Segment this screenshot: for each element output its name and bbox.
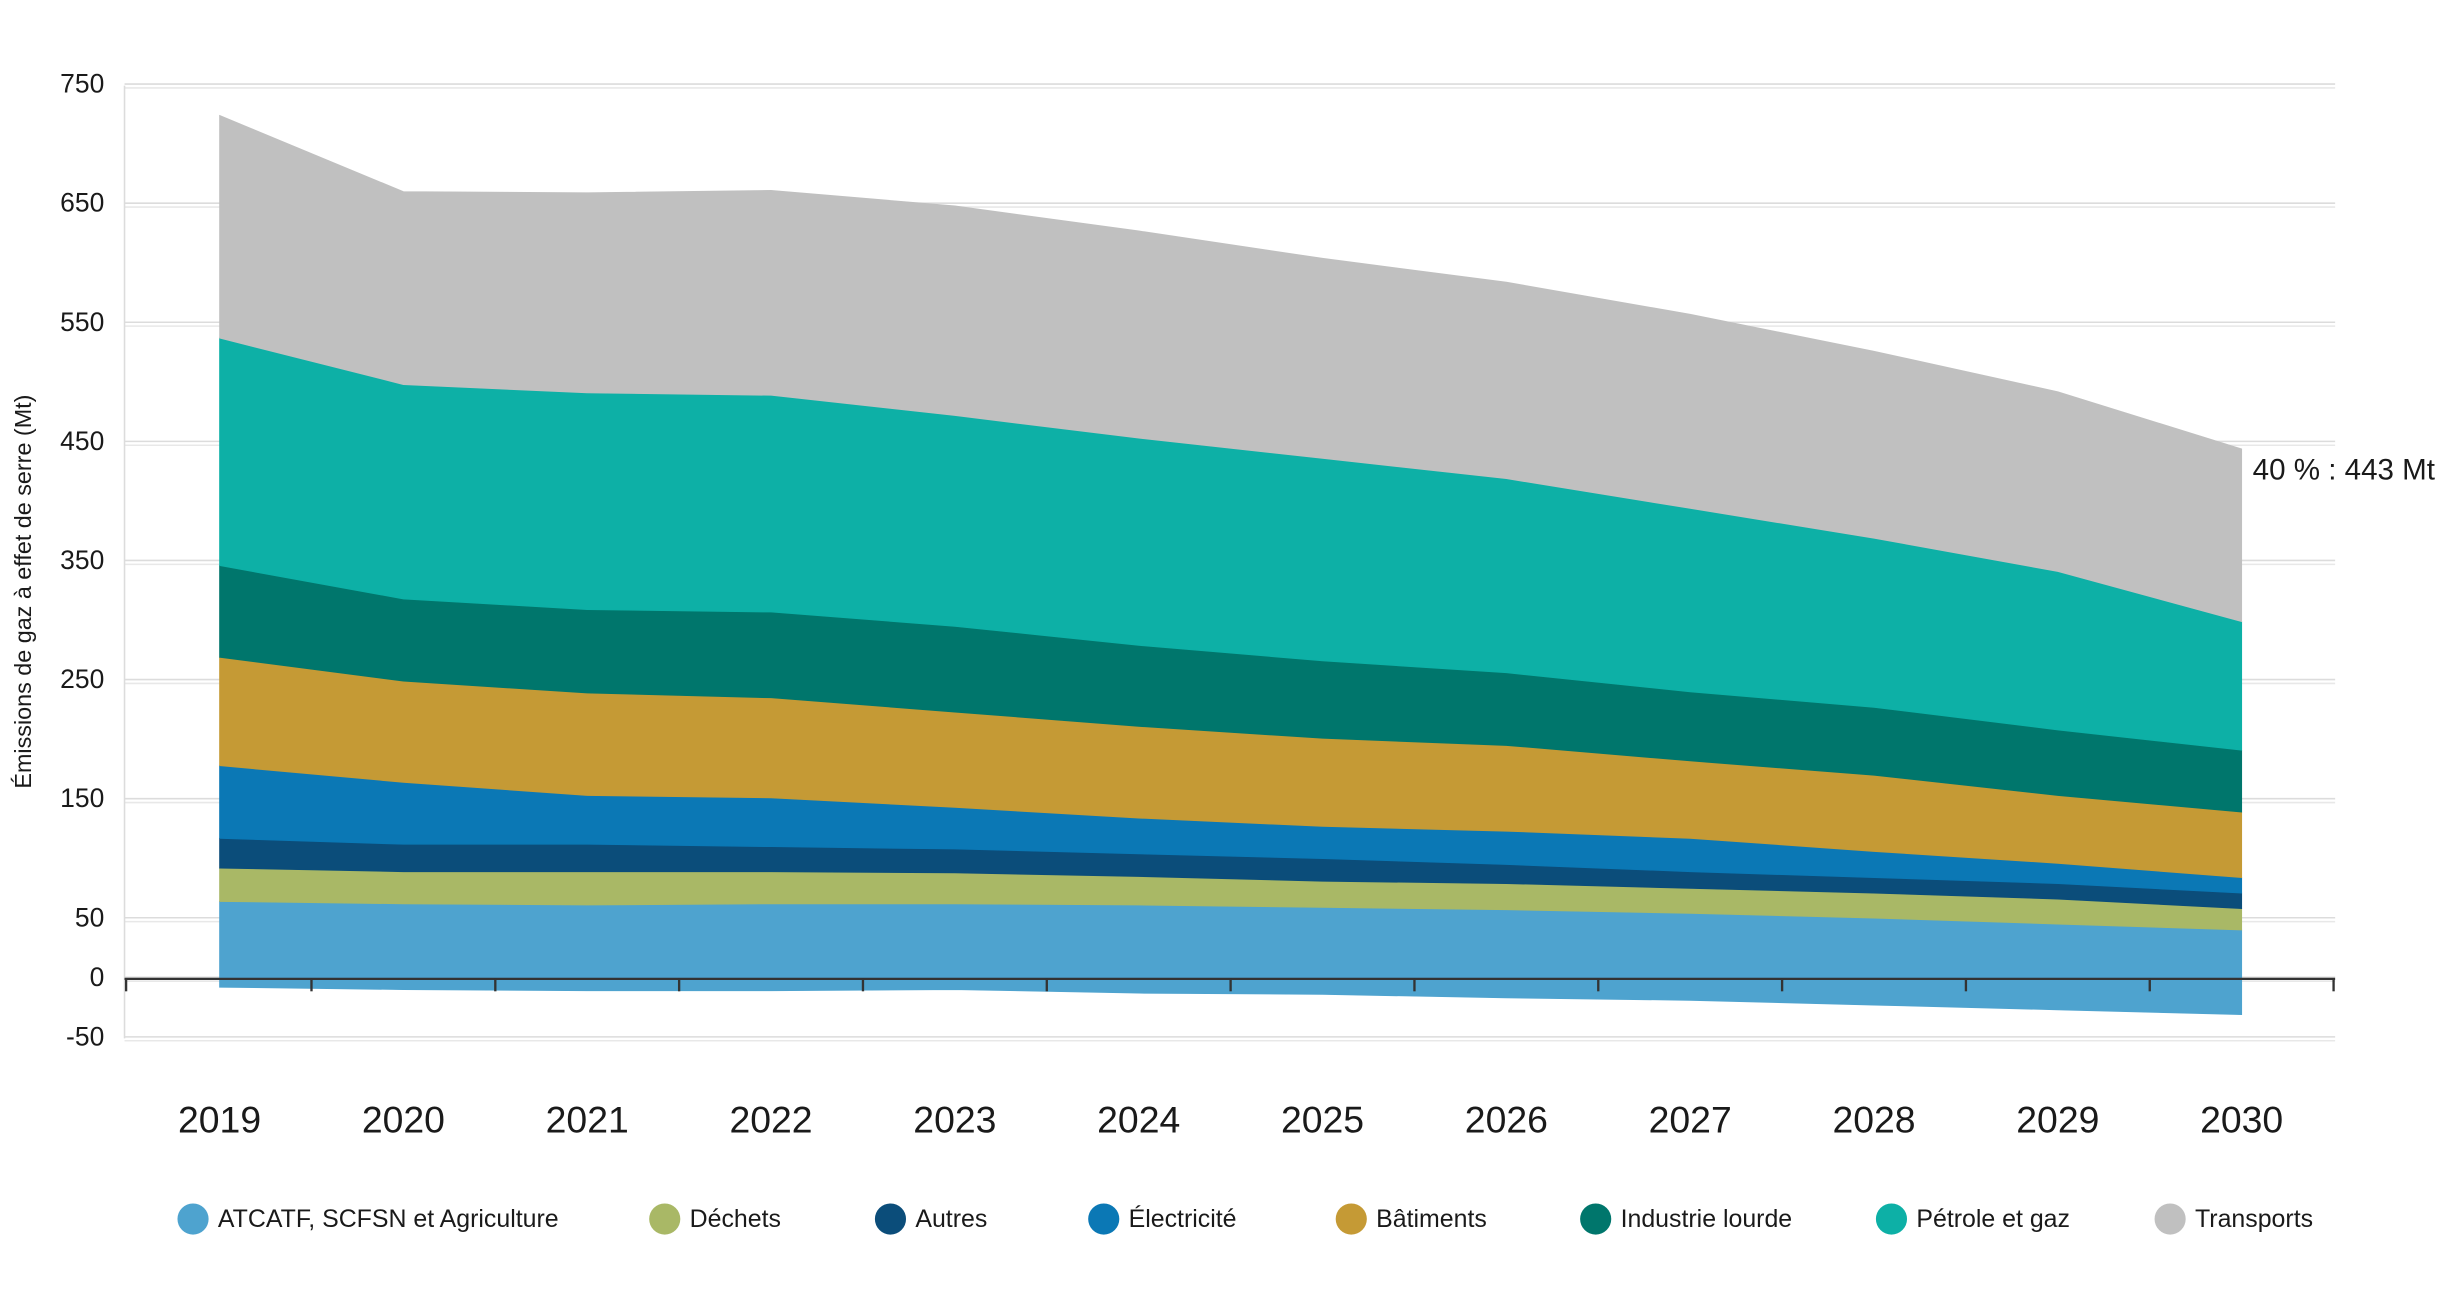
x-tick-label: 2029 bbox=[2016, 1098, 2099, 1140]
y-tick-label: 250 bbox=[60, 664, 104, 694]
y-tick-label: 350 bbox=[60, 545, 104, 575]
legend-marker bbox=[2154, 1203, 2186, 1235]
y-tick-label: 450 bbox=[60, 426, 104, 456]
x-tick-label: 2027 bbox=[1649, 1098, 1732, 1140]
x-tick-label: 2025 bbox=[1281, 1098, 1364, 1140]
y-tick-label: 150 bbox=[60, 783, 104, 813]
x-tick-label: 2028 bbox=[1832, 1098, 1915, 1140]
x-tick-label: 2026 bbox=[1465, 1098, 1548, 1140]
x-tick-label: 2023 bbox=[913, 1098, 996, 1140]
legend-marker bbox=[1580, 1203, 1612, 1235]
y-tick-label: 50 bbox=[75, 902, 104, 932]
y-tick-label: 550 bbox=[60, 307, 104, 337]
annotation: 40 % : 443 Mt bbox=[2253, 454, 2435, 487]
y-tick-label: 650 bbox=[60, 188, 104, 218]
legend-label: Électricité bbox=[1129, 1204, 1237, 1233]
legend-label: Industrie lourde bbox=[1621, 1205, 1793, 1233]
legend-marker bbox=[1875, 1203, 1908, 1235]
legend-label: Transports bbox=[2195, 1205, 2313, 1233]
y-tick-label: 750 bbox=[60, 69, 104, 99]
legend-label: ATCATF, SCFSN et Agriculture bbox=[218, 1205, 559, 1233]
legend-marker bbox=[1335, 1203, 1367, 1235]
x-tick-label: 2022 bbox=[729, 1098, 812, 1140]
legend-label: Déchets bbox=[690, 1205, 781, 1233]
x-tick-label: 2024 bbox=[1097, 1098, 1180, 1140]
areas bbox=[219, 114, 2243, 1015]
x-tick-label: 2019 bbox=[178, 1098, 261, 1140]
legend-marker bbox=[177, 1203, 209, 1235]
legend-label: Bâtiments bbox=[1376, 1205, 1487, 1233]
y-tick-label: 0 bbox=[90, 962, 105, 992]
y-axis-label: Émissions de gaz à effet de serre (Mt) bbox=[10, 395, 36, 789]
legend-marker bbox=[874, 1203, 907, 1235]
y-tick-label: -50 bbox=[66, 1021, 104, 1051]
x-tick-label: 2030 bbox=[2200, 1098, 2283, 1140]
area bbox=[219, 114, 2243, 623]
legend-label: Pétrole et gaz bbox=[1916, 1205, 2070, 1233]
x-tick-label: 2020 bbox=[362, 1098, 445, 1140]
legend-marker bbox=[649, 1203, 681, 1235]
legend-marker bbox=[1088, 1203, 1120, 1235]
x-tick-label: 2021 bbox=[546, 1098, 629, 1140]
legend-label: Autres bbox=[915, 1205, 987, 1233]
